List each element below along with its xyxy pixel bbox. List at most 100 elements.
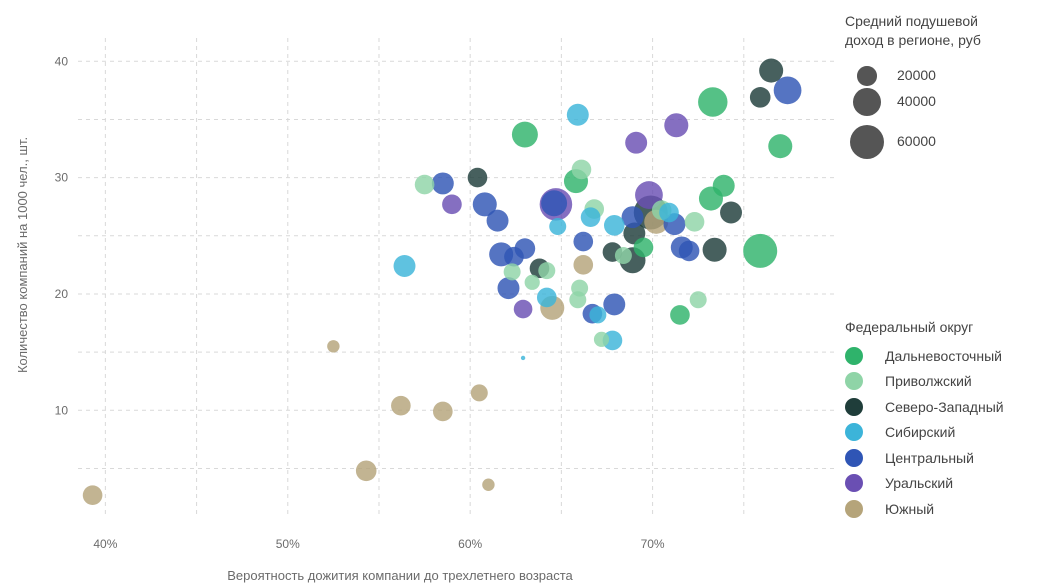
legend-swatch	[845, 474, 863, 493]
data-point	[467, 167, 488, 188]
data-point	[580, 207, 601, 227]
data-point	[625, 131, 648, 154]
data-point	[513, 299, 533, 319]
data-point	[603, 215, 625, 236]
data-point	[442, 194, 462, 215]
data-point	[486, 209, 509, 232]
data-point	[698, 87, 728, 117]
data-point	[678, 240, 700, 262]
legend-swatch	[845, 499, 863, 518]
size-legend-dot	[850, 125, 884, 159]
data-point	[633, 237, 654, 258]
y-tick-label: 30	[55, 171, 69, 185]
legend-swatch	[845, 372, 863, 391]
data-point	[541, 190, 568, 217]
data-point	[743, 233, 778, 268]
data-point	[684, 212, 705, 232]
legend-label: Приволжский	[885, 373, 972, 390]
data-point	[659, 202, 679, 223]
data-point	[511, 121, 538, 148]
data-point	[470, 384, 488, 402]
data-point	[327, 340, 340, 353]
data-point	[670, 305, 690, 325]
x-tick-label: 40%	[93, 537, 117, 551]
size-legend: Средний подушевой доход в регионе, руб 2…	[845, 12, 981, 170]
color-legend-item: Приволжский	[845, 369, 1004, 395]
data-point	[621, 206, 644, 229]
x-tick-label: 70%	[641, 537, 665, 551]
data-point	[520, 355, 526, 361]
data-point	[689, 291, 707, 309]
data-point	[712, 174, 735, 197]
y-tick-label: 40	[55, 54, 69, 68]
data-point	[549, 217, 567, 235]
data-point	[82, 485, 103, 506]
data-point	[414, 174, 435, 195]
size-legend-label: 60000	[897, 133, 936, 149]
size-legend-title-line2: доход в регионе, руб	[845, 32, 981, 48]
legend-swatch	[845, 397, 863, 416]
data-point	[569, 291, 587, 309]
size-legend-label: 20000	[897, 67, 936, 83]
legend-label: Северо-Западный	[885, 398, 1004, 415]
data-point	[497, 277, 520, 300]
data-point	[504, 246, 524, 267]
legend-label: Центральный	[885, 449, 974, 466]
tick-labels: 40% 50% 60% 70% 10 20 30 40	[55, 54, 665, 551]
data-point	[538, 262, 556, 280]
color-legend-title: Федеральный округ	[845, 319, 974, 335]
y-axis-title: Количество компаний на 1000 чел., шт.	[15, 137, 30, 373]
legend-swatch	[845, 423, 863, 442]
data-point	[566, 103, 589, 126]
data-point	[589, 306, 607, 324]
grid	[78, 38, 835, 515]
data-point	[749, 87, 771, 108]
y-tick-label: 20	[55, 287, 69, 301]
data-point	[355, 460, 377, 482]
color-legend-item: Дальневосточный	[845, 343, 1004, 369]
data-point	[759, 58, 784, 83]
legend-label: Южный	[885, 500, 935, 517]
data-point	[433, 401, 453, 422]
legend-swatch	[845, 448, 863, 467]
data-point	[431, 172, 454, 195]
data-point	[536, 287, 557, 308]
data-point	[720, 201, 742, 224]
data-point	[664, 113, 689, 138]
legend-swatch	[845, 346, 863, 365]
data-point	[702, 237, 727, 262]
data-point	[573, 255, 594, 275]
data-point	[773, 76, 802, 105]
color-legend-item: Северо-Западный	[845, 394, 1004, 420]
size-legend-label: 40000	[897, 93, 936, 109]
x-axis-title: Вероятность дожития компании до трехлетн…	[227, 568, 573, 583]
size-legend-dot	[853, 88, 881, 116]
size-legend-dot	[857, 66, 877, 86]
data-point	[472, 192, 497, 217]
data-point	[391, 395, 411, 416]
legend-label: Дальневосточный	[885, 347, 1002, 364]
color-legend-item: Южный	[845, 496, 1004, 522]
x-tick-label: 60%	[458, 537, 482, 551]
data-point	[573, 231, 594, 252]
data-point	[614, 247, 632, 265]
legend-label: Уральский	[885, 475, 954, 492]
x-tick-label: 50%	[276, 537, 300, 551]
data-point	[768, 134, 793, 159]
y-tick-label: 10	[55, 403, 69, 417]
data-points	[82, 58, 802, 506]
data-point	[571, 159, 592, 180]
data-point	[603, 293, 626, 316]
data-point	[393, 255, 416, 278]
color-legend-item: Уральский	[845, 471, 1004, 497]
data-point	[524, 274, 540, 290]
color-legend: Федеральный округ Дальневосточный Приволж…	[845, 318, 1004, 522]
color-legend-item: Сибирский	[845, 420, 1004, 446]
data-point	[593, 331, 610, 347]
data-point	[503, 263, 521, 281]
legend-label: Сибирский	[885, 424, 956, 441]
data-point	[635, 181, 663, 209]
color-legend-item: Центральный	[845, 445, 1004, 471]
size-legend-title-line1: Средний подушевой	[845, 13, 978, 29]
